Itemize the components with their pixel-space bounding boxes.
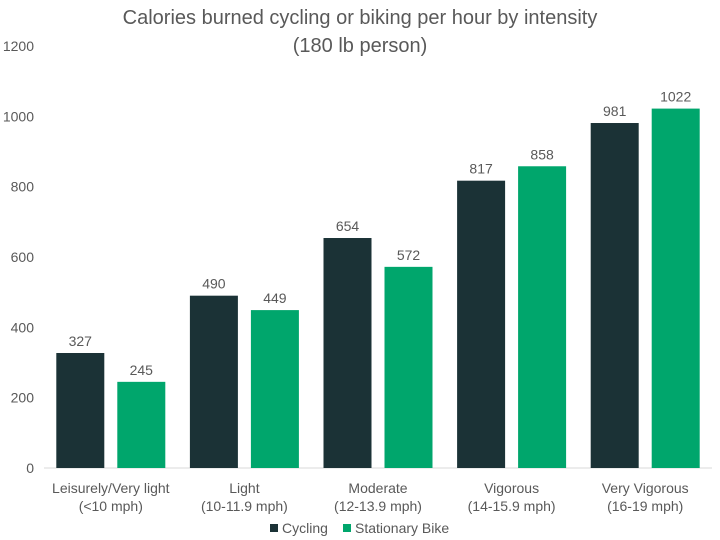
data-label: 858 xyxy=(530,146,554,162)
bar-cycling xyxy=(56,353,105,468)
x-tick-label: Moderate xyxy=(348,480,407,496)
data-label: 817 xyxy=(469,161,493,177)
bar-cycling xyxy=(323,238,372,468)
x-tick-label: Leisurely/Very light xyxy=(52,480,170,496)
y-axis-ticks: 0 200 400 600 800 1000 1200 xyxy=(3,38,34,476)
x-tick-label: (12-13.9 mph) xyxy=(334,498,422,514)
bar-stationary-bike xyxy=(518,166,567,468)
legend: Cycling Stationary Bike xyxy=(270,520,449,536)
data-label: 1022 xyxy=(660,89,691,105)
x-tick-label: (<10 mph) xyxy=(79,498,143,514)
x-tick-label: (10-11.9 mph) xyxy=(201,498,288,514)
bar-stationary-bike xyxy=(117,381,166,468)
y-tick-label: 400 xyxy=(11,319,35,335)
data-label: 449 xyxy=(263,290,287,306)
data-label: 327 xyxy=(69,333,93,349)
legend-swatch xyxy=(343,524,351,532)
bar-cycling xyxy=(457,180,506,468)
x-tick-label: Very Vigorous xyxy=(602,480,689,496)
chart-title: Calories burned cycling or biking per ho… xyxy=(123,7,598,29)
x-tick-label: Vigorous xyxy=(484,480,539,496)
chart-subtitle: (180 lb person) xyxy=(293,35,428,57)
bar-stationary-bike xyxy=(651,108,700,468)
bar-cycling xyxy=(590,123,639,468)
y-tick-label: 800 xyxy=(11,179,35,195)
x-axis-ticks: Leisurely/Very light (<10 mph) Light (10-11… xyxy=(52,480,689,514)
x-tick-label: Light xyxy=(229,480,259,496)
y-tick-label: 200 xyxy=(11,390,35,406)
legend-swatch xyxy=(270,524,278,532)
y-tick-label: 0 xyxy=(26,460,34,476)
data-label: 572 xyxy=(397,247,421,263)
data-label: 654 xyxy=(336,218,360,234)
bars-group: 327 245 490 449 654 572 817 858 981 1022 xyxy=(56,89,700,468)
y-tick-label: 1200 xyxy=(3,38,34,54)
data-label: 981 xyxy=(603,103,627,119)
legend-label: Stationary Bike xyxy=(355,520,449,536)
x-tick-label: (16-19 mph) xyxy=(607,498,683,514)
bar-cycling xyxy=(189,295,238,468)
bar-stationary-bike xyxy=(250,310,299,468)
x-tick-label: (14-15.9 mph) xyxy=(468,498,556,514)
data-label: 490 xyxy=(202,276,226,292)
bar-stationary-bike xyxy=(384,266,433,468)
legend-label: Cycling xyxy=(282,520,328,536)
y-tick-label: 1000 xyxy=(3,108,34,124)
y-tick-label: 600 xyxy=(11,249,35,265)
data-label: 245 xyxy=(130,362,154,378)
